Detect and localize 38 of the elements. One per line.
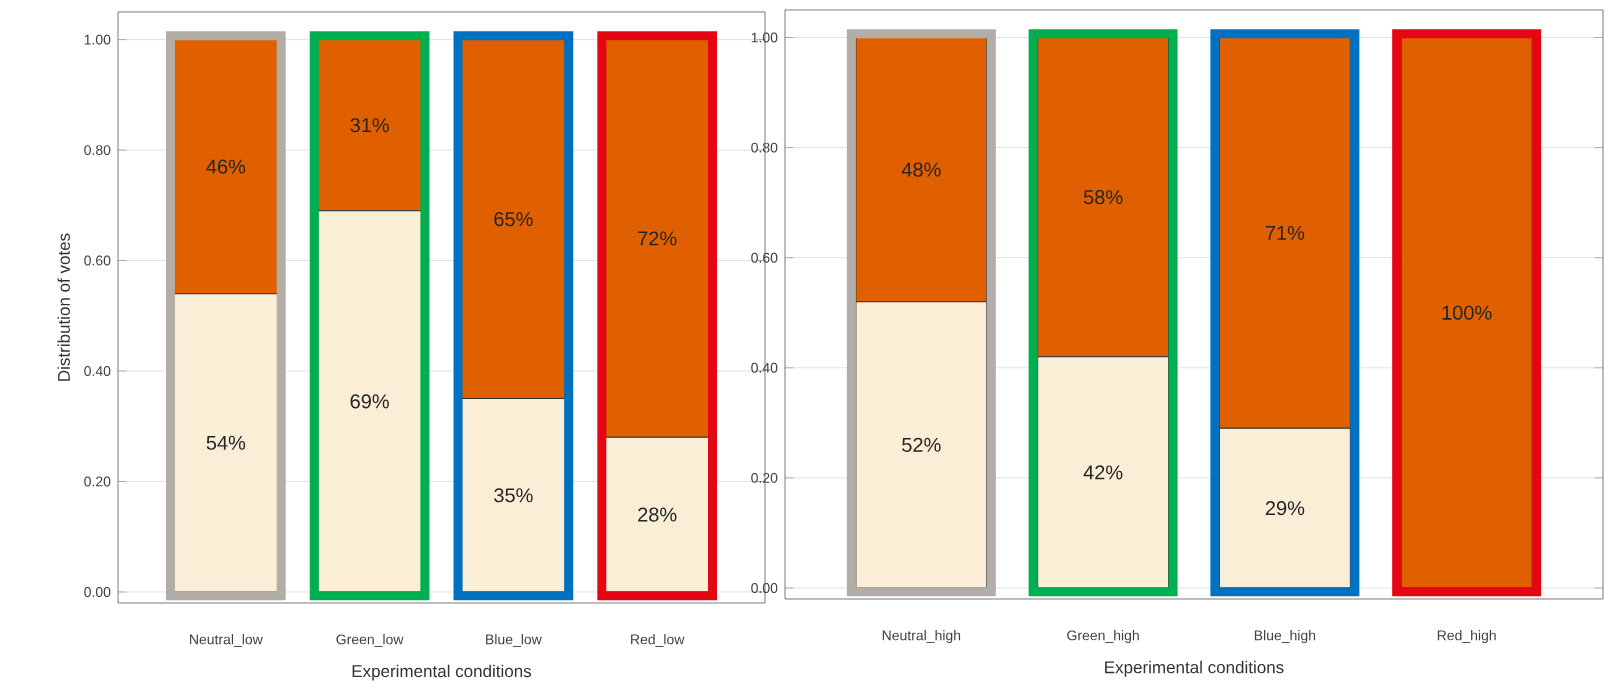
data-label: 52% [902, 437, 941, 452]
y-tick-label: 0.20 [751, 472, 778, 483]
y-tick-label: 0.00 [84, 587, 111, 597]
data-label: 54% [206, 435, 246, 450]
x-tick-label: Neutral_high [882, 630, 961, 644]
x-tick-label: Neutral_low [190, 634, 263, 647]
data-label: 100% [1442, 305, 1492, 320]
data-label: 31% [350, 118, 389, 133]
data-label: 71% [1265, 225, 1305, 240]
data-label: 58% [1083, 190, 1123, 205]
x-tick-label: Green_high [1067, 630, 1139, 644]
data-label: 28% [638, 507, 677, 522]
data-label: 29% [1265, 501, 1305, 516]
data-label: 35% [494, 488, 533, 503]
data-label: 69% [350, 394, 389, 409]
y-tick-label: 0.40 [84, 366, 111, 376]
y-tick-label: 0.40 [751, 362, 778, 373]
data-label: 65% [494, 212, 533, 227]
x-tick-label: Red_low [631, 634, 685, 647]
data-label: 46% [206, 159, 246, 174]
x-axis-title: Experimental conditions [1105, 660, 1284, 677]
data-label: 48% [901, 162, 941, 177]
y-tick-label: 0.00 [751, 583, 778, 593]
x-tick-label: Red_high [1437, 630, 1496, 644]
y-tick-label: 0.60 [751, 252, 778, 263]
y-tick-label: 1.00 [84, 34, 111, 45]
data-label: 72% [638, 231, 677, 246]
y-tick-label: 0.20 [84, 476, 111, 487]
x-tick-label: Blue_low [486, 634, 542, 647]
data-label: 42% [1083, 465, 1123, 480]
y-tick-label: 1.00 [751, 32, 778, 43]
y-tick-label: 0.80 [751, 142, 778, 153]
x-axis-title: Experimental conditions [352, 664, 532, 681]
x-tick-label: Blue_high [1254, 630, 1316, 644]
y-tick-label: 0.60 [84, 255, 111, 266]
y-axis-title: Distribution of votes [57, 233, 70, 381]
x-tick-label: Green_low [336, 634, 404, 647]
y-tick-label: 0.80 [84, 145, 111, 156]
